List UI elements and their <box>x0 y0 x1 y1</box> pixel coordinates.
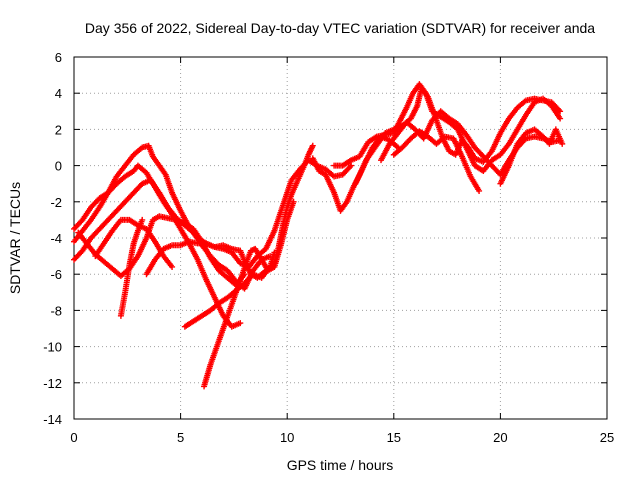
series-track-5 <box>117 216 146 319</box>
data-point <box>346 163 353 170</box>
series-track-10 <box>309 84 564 214</box>
y-tick-label: -14 <box>43 412 62 427</box>
x-tick-label: 10 <box>280 430 294 445</box>
series-track-9 <box>201 198 297 390</box>
data-point <box>290 198 297 205</box>
x-tick-label: 15 <box>387 430 401 445</box>
x-tick-label: 5 <box>177 430 184 445</box>
y-tick-label: -8 <box>50 303 62 318</box>
data-point <box>559 140 566 147</box>
y-tick-label: 4 <box>55 86 62 101</box>
series-track-11 <box>331 81 564 175</box>
y-tick-label: 0 <box>55 159 62 174</box>
series-track-13 <box>390 128 483 194</box>
y-tick-label: -12 <box>43 376 62 391</box>
y-tick-label: -10 <box>43 340 62 355</box>
data-point <box>169 263 176 270</box>
y-tick-label: 6 <box>55 50 62 65</box>
data-marks <box>71 81 566 390</box>
data-point <box>139 216 146 223</box>
chart-title: Day 356 of 2022, Sidereal Day-to-day VTE… <box>85 20 595 36</box>
y-axis-label: SDTVAR / TECUs <box>7 182 23 294</box>
data-point <box>309 142 316 149</box>
x-axis-label: GPS time / hours <box>287 457 394 473</box>
x-tick-label: 25 <box>600 430 614 445</box>
y-tick-label: -2 <box>50 195 62 210</box>
data-point <box>476 187 483 194</box>
data-point <box>348 162 355 169</box>
data-point <box>395 144 402 151</box>
data-point <box>237 320 244 327</box>
x-tick-label: 20 <box>493 430 507 445</box>
data-point <box>557 115 564 122</box>
x-tick-label: 0 <box>70 430 77 445</box>
series-track-14 <box>497 126 566 187</box>
axis-ticks: 0 5 10 15 20 25 -14 -12 -10 -8 -6 -4 -2 0 2 4 6 <box>43 50 614 445</box>
series-track-15 <box>352 133 402 187</box>
y-tick-label: -4 <box>50 231 62 246</box>
y-tick-label: 2 <box>55 122 62 137</box>
y-tick-label: -6 <box>50 267 62 282</box>
data-point <box>557 108 564 115</box>
